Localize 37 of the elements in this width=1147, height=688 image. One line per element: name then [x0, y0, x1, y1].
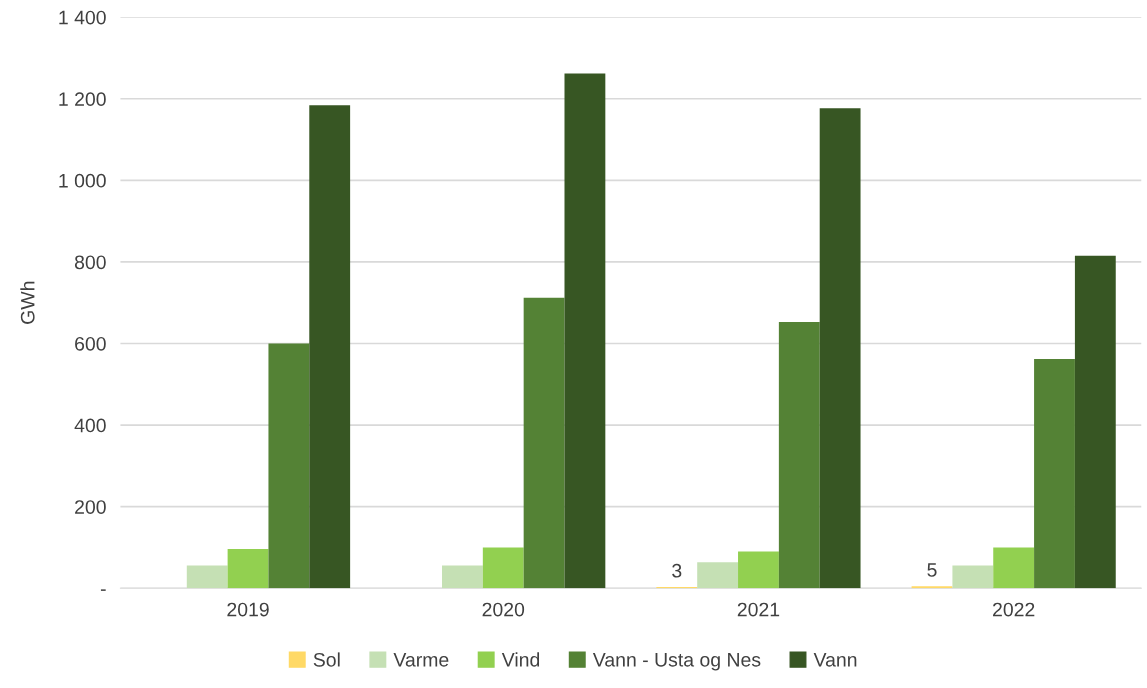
x-tick-label: 2021 [737, 602, 780, 617]
legend-label: Vann - Usta og Nes [592, 653, 761, 671]
x-tick-label: 2019 [227, 602, 269, 617]
bar [442, 565, 483, 589]
bar [564, 73, 606, 589]
legend-label: Varme [393, 653, 449, 667]
bar [778, 321, 820, 589]
legend-label: Sol [313, 652, 340, 667]
bar [697, 562, 739, 589]
bar [952, 565, 994, 589]
bar [1034, 359, 1075, 589]
x-tick-label: 2020 [482, 602, 525, 617]
bar [309, 105, 351, 589]
bar [819, 108, 861, 589]
bar [1074, 255, 1116, 589]
bar [738, 551, 779, 589]
y-tick-label: 600 [75, 336, 106, 351]
bar [911, 586, 953, 589]
bar [186, 565, 228, 589]
legend-label: Vann [813, 653, 857, 667]
data-label: 3 [672, 563, 682, 578]
bar [227, 549, 269, 589]
y-tick-label: 200 [75, 500, 106, 514]
y-axis-title: GWh [20, 281, 35, 324]
bar [993, 547, 1035, 589]
y-tick-label: 800 [74, 255, 106, 270]
x-tick-label: 2022 [993, 602, 1035, 617]
y-tick-label: 1 400 [59, 10, 106, 25]
y-tick-label: 1 000 [59, 173, 106, 188]
bar [523, 297, 565, 589]
y-tick-label: 400 [74, 418, 106, 433]
data-label: 5 [927, 563, 937, 577]
y-tick-label: - [100, 589, 106, 591]
y-tick-label: 1 200 [59, 92, 106, 107]
bar [482, 547, 524, 589]
legend-label: Vind [501, 652, 540, 667]
bar [268, 343, 310, 589]
